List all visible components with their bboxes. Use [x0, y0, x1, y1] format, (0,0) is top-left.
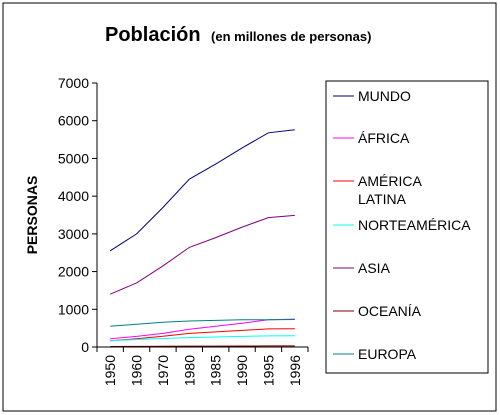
x-tick-label: 1995: [260, 355, 276, 386]
x-tick-label: 1970: [155, 355, 171, 386]
x-tick-label: 1960: [129, 355, 145, 386]
legend-label-line: AMÉRICA: [358, 173, 422, 189]
x-tick-label: 1990: [234, 355, 250, 386]
legend-label: NORTEAMÉRICA: [358, 217, 471, 233]
axes: 0 1000 2000 3000 4000 5000 6000 7000 1950 1960 197…: [58, 75, 309, 386]
chart-subtitle: (en millones de personas): [211, 29, 371, 44]
series-line: [110, 214, 295, 295]
series-line: [110, 319, 295, 327]
y-tick-label: 7000: [58, 75, 89, 91]
y-tick-label: 0: [81, 339, 89, 355]
series-line: [110, 328, 295, 342]
legend-label: MUNDO: [358, 88, 411, 104]
x-tick-label: 1980: [181, 355, 197, 386]
y-tick-label: 5000: [58, 150, 89, 166]
legend-label: ÁFRICA: [358, 130, 410, 146]
legend-box: [325, 80, 489, 374]
series-line: [110, 335, 295, 342]
series-line: [110, 318, 295, 340]
chart-title: Población: [105, 24, 201, 46]
chart-title-line: Población (en millones de personas): [105, 24, 371, 46]
legend-label: OCEANÍA: [358, 303, 422, 319]
legend: MUNDO ÁFRICA AMÉRICA LATINA NORTEAMÉRICA ASIA…: [333, 88, 471, 362]
y-tick-label: 4000: [58, 188, 89, 204]
y-axis-label: PERSONAS: [24, 176, 40, 255]
x-tick-label: 1950: [102, 355, 118, 386]
legend-label: AMÉRICA LATINA: [358, 173, 422, 207]
legend-label: ASIA: [358, 260, 391, 276]
series-line: [109, 129, 295, 252]
series-line: [110, 345, 295, 347]
legend-label: EUROPA: [358, 346, 417, 362]
legend-label-line: LATINA: [358, 191, 407, 207]
x-tick-label: 1996: [287, 355, 303, 386]
y-tick-label: 2000: [58, 264, 89, 280]
y-tick-label: 1000: [58, 301, 89, 317]
x-tick-label: 1985: [208, 355, 224, 386]
y-tick-label: 3000: [58, 226, 89, 242]
y-tick-label: 6000: [58, 113, 89, 129]
plot-area: [109, 129, 295, 347]
